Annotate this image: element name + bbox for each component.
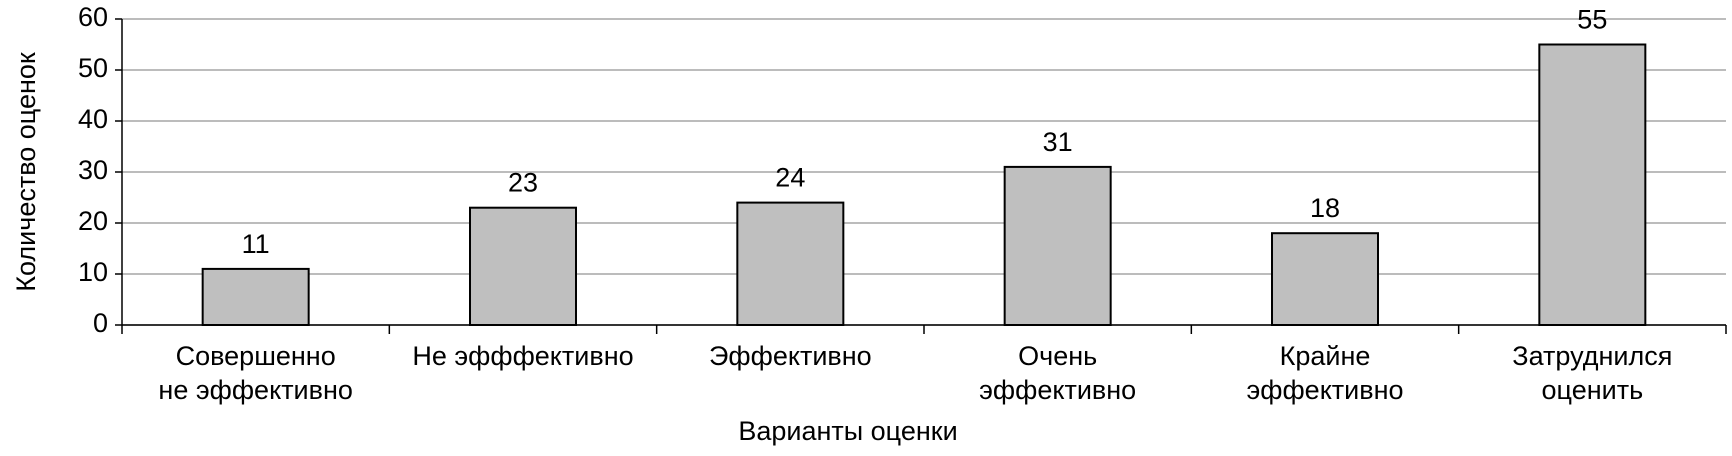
x-tick-label: Очень эффективно bbox=[979, 341, 1136, 405]
y-tick-label: 0 bbox=[93, 308, 108, 338]
bar bbox=[736, 201, 845, 327]
y-tick-label: 20 bbox=[78, 206, 108, 236]
y-tick-label: 10 bbox=[78, 257, 108, 287]
y-tick-label: 60 bbox=[78, 2, 108, 32]
y-tick-label: 30 bbox=[78, 155, 108, 185]
y-axis-title: Количество оценок bbox=[11, 52, 41, 292]
y-tick-label: 50 bbox=[78, 53, 108, 83]
value-label: 23 bbox=[508, 168, 538, 198]
x-tick-label: Совершенно не эффективно bbox=[158, 341, 352, 405]
x-tick-label: Затруднился оценить bbox=[1512, 341, 1672, 405]
x-tick-label: Крайне эффективно bbox=[1246, 341, 1403, 405]
value-label: 55 bbox=[1577, 5, 1607, 35]
x-tick-label: Эффективно bbox=[709, 341, 872, 371]
value-label: 18 bbox=[1310, 193, 1340, 223]
x-axis-title: Варианты оценки bbox=[738, 416, 957, 446]
value-label: 11 bbox=[242, 229, 270, 259]
bar bbox=[1271, 232, 1379, 326]
bar bbox=[1538, 43, 1647, 326]
bar bbox=[469, 206, 577, 326]
bar bbox=[1003, 165, 1112, 326]
y-tick-label: 40 bbox=[78, 104, 108, 134]
value-label: 31 bbox=[1043, 127, 1073, 157]
bar bbox=[201, 267, 310, 326]
value-label: 24 bbox=[775, 163, 805, 193]
x-tick-label: Не эфффективно bbox=[412, 341, 633, 371]
